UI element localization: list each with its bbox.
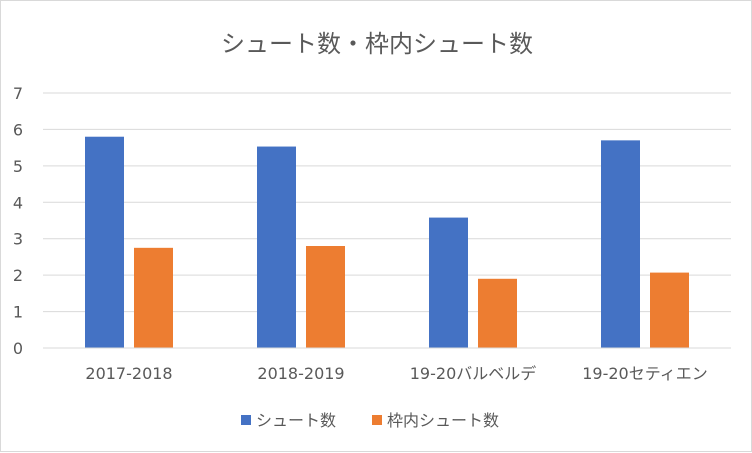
y-tick-label: 6 (13, 120, 23, 139)
bar-on-target-3 (478, 278, 517, 348)
legend-swatch (241, 415, 251, 425)
bar-shots-2 (257, 146, 296, 348)
x-tick-label: 2018-2019 (257, 364, 344, 383)
bars (85, 136, 689, 348)
legend-label: シュート数 (256, 411, 336, 430)
chart-title: シュート数・枠内シュート数 (221, 30, 533, 58)
y-tick-label: 3 (13, 230, 23, 249)
bar-on-target-1 (134, 247, 173, 348)
y-tick-label: 7 (13, 84, 23, 103)
x-tick-label: 19-20バルベルデ (410, 364, 537, 383)
bar-on-target-4 (650, 272, 689, 348)
y-tick-label: 4 (13, 193, 23, 212)
y-tick-label: 0 (13, 339, 23, 358)
y-axis-ticks: 0 1 2 3 4 5 6 7 (13, 84, 23, 358)
x-tick-label: 19-20セティエン (582, 364, 708, 383)
y-tick-label: 1 (13, 303, 23, 322)
legend-label: 枠内シュート数 (387, 411, 499, 430)
legend: シュート数 枠内シュート数 (241, 411, 499, 430)
bar-shots-1 (85, 136, 124, 348)
bar-on-target-2 (306, 246, 345, 348)
y-tick-label: 2 (13, 266, 23, 285)
bar-shots-4 (601, 140, 640, 348)
y-tick-label: 5 (13, 157, 23, 176)
x-axis-ticks: 2017-2018 2018-2019 19-20バルベルデ 19-20セティエン (85, 364, 707, 383)
x-tick-label: 2017-2018 (85, 364, 172, 383)
legend-swatch (372, 415, 382, 425)
bar-shots-3 (429, 217, 468, 348)
